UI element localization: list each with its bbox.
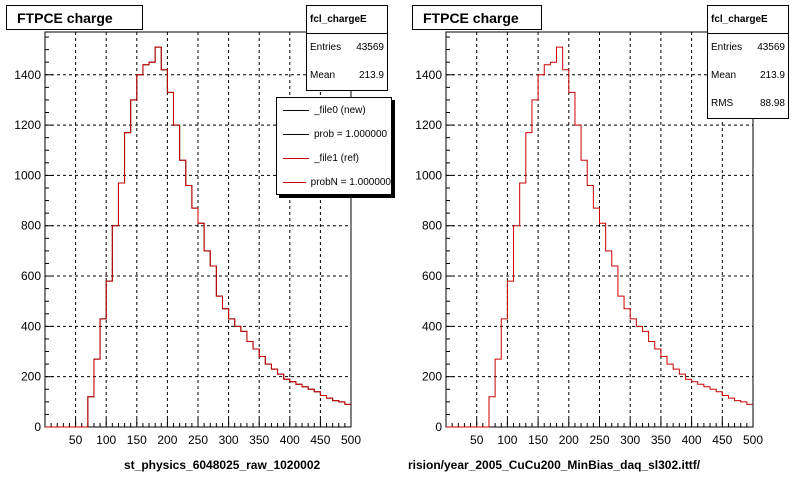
left-stats-row-entries: Entries 43569 xyxy=(307,34,387,62)
y-tick-label: 0 xyxy=(435,420,442,434)
left-stats-name: fcl_chargeE xyxy=(307,6,387,34)
right-panel: 50 100 150 200 250 300 350 400 450 500 0 200 400 600 8… xyxy=(400,0,800,480)
right-x-axis-label: rision/year_2005_CuCu200_MinBias_daq_sl3… xyxy=(408,458,701,472)
y-tick-label: 400 xyxy=(21,319,41,333)
y-tick-label: 0 xyxy=(34,420,41,434)
right-stats-entries-label: Entries xyxy=(711,42,743,53)
legend-item-probn: probN = 1.000000 xyxy=(277,170,391,194)
y-tick-label: 1400 xyxy=(415,68,442,82)
left-chart-title: FTPCE charge xyxy=(6,5,143,30)
right-histogram-plot: 50 100 150 200 250 300 350 400 450 500 0 200 400 600 8… xyxy=(415,31,763,447)
x-tick-label: 450 xyxy=(310,433,330,447)
right-stats-mean-value: 213.9 xyxy=(759,70,785,81)
legend-line-file1 xyxy=(283,157,309,159)
legend-box: _file0 (new) prob = 1.000000 _file1 (ref… xyxy=(276,97,392,195)
histogram-series-1 xyxy=(45,46,351,428)
x-tick-label: 350 xyxy=(651,433,671,447)
legend-label-prob: prob = 1.000000 xyxy=(314,128,388,140)
x-tick-label: 500 xyxy=(743,433,763,447)
y-tick-label: 200 xyxy=(21,370,41,384)
x-tick-label: 50 xyxy=(69,433,83,447)
legend-item-prob: prob = 1.000000 xyxy=(277,122,391,146)
y-tick-label: 1200 xyxy=(14,118,41,132)
x-tick-label: 50 xyxy=(470,433,484,447)
y-tick-label: 800 xyxy=(422,219,442,233)
right-stats-rms-label: RMS xyxy=(711,98,734,109)
x-tick-label: 100 xyxy=(497,433,517,447)
y-tick-label: 600 xyxy=(422,269,442,283)
right-stats-row-mean: Mean 213.9 xyxy=(708,62,788,90)
x-tick-label: 400 xyxy=(682,433,702,447)
x-tick-label: 450 xyxy=(712,433,732,447)
x-tick-label: 150 xyxy=(528,433,548,447)
left-stats-mean-value: 213.9 xyxy=(358,70,384,81)
right-stats-rms-value: 88.98 xyxy=(759,98,785,109)
y-tick-label: 1200 xyxy=(415,118,442,132)
x-tick-label: 400 xyxy=(280,433,300,447)
x-tick-label: 250 xyxy=(188,433,208,447)
right-stats-box: fcl_chargeE Entries 43569 Mean 213.9 RMS… xyxy=(707,5,789,119)
legend-line-probn xyxy=(283,181,306,183)
legend-item-file1: _file1 (ref) xyxy=(277,146,391,170)
x-tick-label: 500 xyxy=(341,433,361,447)
right-chart-title: FTPCE charge xyxy=(412,5,542,30)
histogram-series-0 xyxy=(446,46,753,428)
legend-label-probn: probN = 1.000000 xyxy=(310,176,391,188)
x-tick-label: 150 xyxy=(127,433,147,447)
x-tick-label: 200 xyxy=(559,433,579,447)
x-tick-label: 300 xyxy=(620,433,640,447)
y-tick-label: 800 xyxy=(21,219,41,233)
y-tick-label: 600 xyxy=(21,269,41,283)
plot-frame xyxy=(44,31,352,428)
left-stats-box: fcl_chargeE Entries 43569 Mean 213.9 xyxy=(306,5,388,91)
legend-label-file0: _file0 (new) xyxy=(314,104,366,116)
right-stats-name: fcl_chargeE xyxy=(708,6,788,34)
right-stats-row-entries: Entries 43569 xyxy=(708,34,788,62)
right-stats-row-rms: RMS 88.98 xyxy=(708,90,788,118)
left-stats-entries-value: 43569 xyxy=(356,42,384,53)
x-tick-label: 350 xyxy=(249,433,269,447)
right-stats-entries-value: 43569 xyxy=(757,42,785,53)
left-stats-mean-label: Mean xyxy=(310,70,336,81)
left-panel: 50 100 150 200 250 300 350 400 450 500 0 200 400 600 8… xyxy=(6,5,392,472)
legend-item-file0: _file0 (new) xyxy=(277,98,391,122)
legend-line-prob xyxy=(283,133,309,135)
x-tick-label: 300 xyxy=(219,433,239,447)
x-tick-label: 100 xyxy=(96,433,116,447)
left-stats-row-mean: Mean 213.9 xyxy=(307,62,387,90)
legend-line-file0 xyxy=(283,109,309,111)
y-tick-label: 1000 xyxy=(14,168,41,182)
y-tick-label: 400 xyxy=(422,319,442,333)
x-tick-label: 200 xyxy=(157,433,177,447)
plot-frame xyxy=(445,31,754,428)
right-stats-mean-label: Mean xyxy=(711,70,737,81)
left-x-axis-label: st_physics_6048025_raw_1020002 xyxy=(124,458,321,472)
y-tick-label: 200 xyxy=(422,370,442,384)
y-tick-label: 1400 xyxy=(14,68,41,82)
y-tick-label: 1000 xyxy=(415,168,442,182)
legend-label-file1: _file1 (ref) xyxy=(314,152,360,164)
x-tick-label: 250 xyxy=(589,433,609,447)
left-stats-entries-label: Entries xyxy=(310,42,342,53)
